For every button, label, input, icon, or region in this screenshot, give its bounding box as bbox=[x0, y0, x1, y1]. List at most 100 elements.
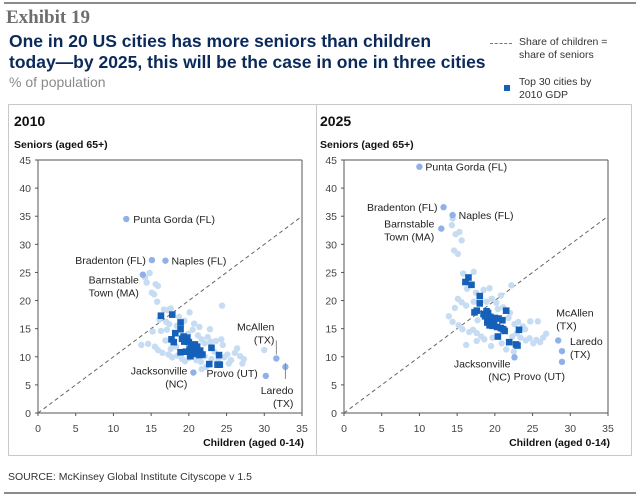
top30-city-point bbox=[170, 338, 178, 346]
legend-label: share of seniors bbox=[519, 49, 594, 61]
city-point bbox=[510, 348, 517, 355]
y-tick-label: 10 bbox=[325, 352, 337, 364]
city-point bbox=[201, 340, 208, 347]
x-tick-label: 5 bbox=[73, 423, 79, 435]
city-label-line: Bradenton (FL) bbox=[75, 255, 146, 267]
top30-city-point bbox=[177, 319, 184, 326]
x-tick-label: 0 bbox=[35, 423, 41, 435]
city-label-line: Punta Gorda (FL) bbox=[425, 162, 507, 174]
city-point bbox=[527, 318, 534, 325]
city-label-line: (NC) bbox=[165, 379, 187, 391]
city-label: Provo (UT) bbox=[514, 371, 565, 383]
labeled-city-point bbox=[438, 225, 445, 232]
top-rule bbox=[4, 2, 636, 4]
city-point bbox=[462, 341, 470, 349]
top30-city-point bbox=[177, 348, 184, 356]
x-tick-label: 10 bbox=[108, 423, 120, 435]
city-label-line: Jacksonville bbox=[454, 358, 511, 370]
city-point bbox=[198, 365, 205, 373]
city-point bbox=[498, 340, 505, 347]
top30-city-point bbox=[177, 325, 184, 333]
dashed-line-icon bbox=[490, 43, 512, 44]
top30-city-point bbox=[476, 292, 484, 300]
chart-title-line2: today—by 2025, this will be the case in … bbox=[9, 52, 486, 72]
city-label-line: Provo (UT) bbox=[514, 371, 565, 383]
city-point bbox=[445, 313, 453, 320]
city-label-line: Bradenton (FL) bbox=[367, 202, 438, 214]
y-tick-label: 15 bbox=[19, 324, 31, 336]
city-point bbox=[208, 355, 215, 363]
top30-city-point bbox=[180, 333, 187, 340]
y-tick-label: 30 bbox=[19, 239, 31, 251]
city-point bbox=[517, 334, 524, 341]
city-label-line: McAllen bbox=[556, 307, 594, 319]
top30-city-point bbox=[501, 327, 508, 335]
city-label: Barnstable Town (MA) bbox=[384, 219, 434, 244]
labeled-city-point bbox=[123, 215, 130, 223]
y-tick-label: 0 bbox=[331, 408, 337, 420]
city-point bbox=[146, 269, 153, 277]
legend-label: Top 30 cities by bbox=[519, 76, 592, 88]
source-note: SOURCE: McKinsey Global Institute Citysc… bbox=[8, 471, 252, 483]
y-tick-label: 0 bbox=[25, 408, 31, 420]
city-point bbox=[149, 328, 156, 335]
city-point bbox=[138, 341, 145, 349]
city-label: Laredo (TX) bbox=[261, 385, 294, 410]
top30-city-point bbox=[196, 347, 204, 354]
city-point bbox=[219, 341, 226, 349]
panel-title: 2025 bbox=[320, 113, 351, 129]
top30-city-point bbox=[468, 281, 475, 289]
y-tick-label: 40 bbox=[325, 183, 337, 195]
top30-city-point bbox=[191, 341, 199, 348]
y-tick-label: 5 bbox=[331, 380, 337, 392]
top30-city-point bbox=[493, 323, 501, 331]
city-point bbox=[480, 286, 487, 294]
city-point bbox=[143, 279, 150, 286]
city-point bbox=[511, 320, 518, 328]
city-point bbox=[487, 342, 495, 350]
city-point bbox=[486, 284, 493, 292]
top30-city-point bbox=[481, 312, 489, 320]
city-point bbox=[534, 318, 542, 325]
city-point bbox=[225, 360, 233, 367]
city-point bbox=[169, 354, 176, 361]
city-point bbox=[196, 323, 203, 331]
legend-label: Share of children = bbox=[519, 36, 608, 48]
y-tick-label: 30 bbox=[325, 239, 337, 251]
city-label: Bradenton (FL) bbox=[367, 202, 438, 214]
city-label: Barnstable Town (MA) bbox=[89, 275, 139, 300]
city-label-line: Provo (UT) bbox=[206, 368, 257, 380]
city-point bbox=[167, 305, 174, 312]
top30-city-point bbox=[502, 307, 510, 314]
city-label: Jacksonville (NC) bbox=[131, 366, 188, 391]
labeled-city-point bbox=[139, 271, 147, 278]
labeled-city-point bbox=[416, 163, 423, 170]
city-point bbox=[508, 282, 515, 289]
top30-city-point bbox=[187, 352, 194, 360]
top30-city-point bbox=[462, 278, 469, 286]
top30-city-point bbox=[208, 344, 215, 352]
top30-city-point bbox=[184, 334, 191, 341]
city-point bbox=[144, 340, 152, 348]
panel-divider bbox=[316, 104, 317, 456]
top30-city-point bbox=[199, 351, 206, 358]
city-point bbox=[451, 304, 459, 312]
y-axis-title: Seniors (aged 65+) bbox=[320, 139, 414, 151]
top30-city-point bbox=[215, 351, 223, 359]
top30-city-point bbox=[465, 274, 472, 281]
x-tick-label: 20 bbox=[489, 423, 501, 435]
city-point bbox=[218, 302, 226, 309]
city-label-line: (NC) bbox=[488, 371, 510, 383]
x-axis-title: Children (aged 0-14) bbox=[509, 437, 610, 449]
city-point bbox=[470, 298, 477, 305]
city-label-line: Barnstable bbox=[384, 219, 434, 231]
top30-city-point bbox=[487, 313, 494, 321]
x-tick-label: 25 bbox=[221, 423, 233, 435]
y-tick-label: 40 bbox=[19, 183, 31, 195]
y-tick-label: 10 bbox=[19, 352, 31, 364]
x-tick-label: 30 bbox=[564, 423, 576, 435]
city-point bbox=[166, 320, 173, 328]
city-label-line: (TX) bbox=[254, 334, 274, 346]
labeled-city-point bbox=[440, 204, 447, 211]
exhibit-label: Exhibit 19 bbox=[6, 7, 90, 28]
